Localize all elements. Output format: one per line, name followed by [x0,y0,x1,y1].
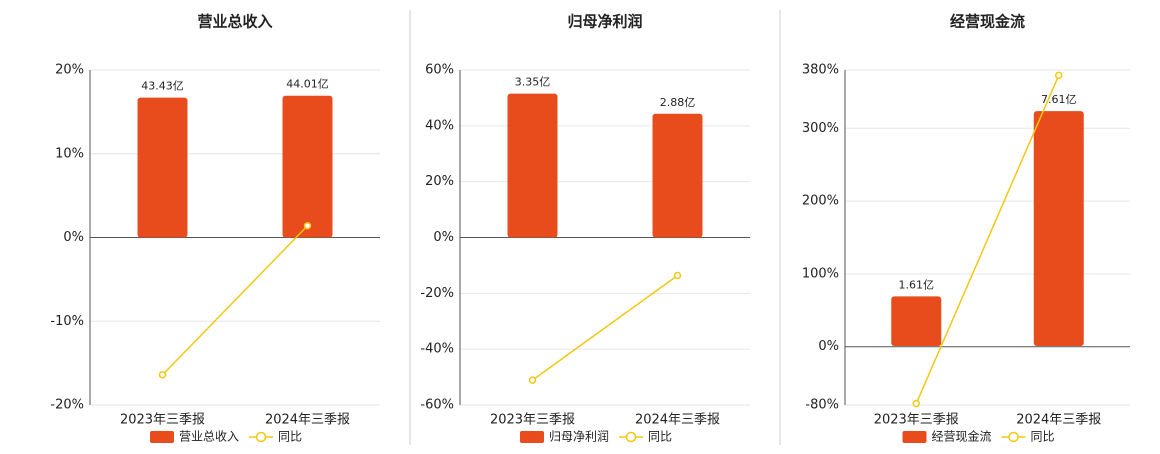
y-tick-label: 10% [55,146,84,161]
chart-title: 营业总收入 [197,13,272,31]
line [532,274,678,381]
legend-swatch [1008,431,1019,443]
line [161,225,309,376]
line [915,75,1060,404]
point [303,222,312,230]
y-tick-label: -60% [420,398,454,413]
bar [282,95,333,238]
value-label: 2.88亿 [660,96,696,109]
legend-swatch [520,431,544,443]
chart-title: 经营现金流 [950,13,1025,31]
y-tick-label: 60% [425,63,454,78]
point [912,399,920,408]
legend-label: 同比 [1031,430,1055,444]
value-label: 3.35亿 [515,76,551,89]
y-tick-label: -80% [805,398,839,413]
legend-label: 经营现金流 [932,429,992,444]
legend-label: 同比 [278,430,302,444]
y-tick-label: 20% [55,63,84,78]
value-label: 1.61亿 [899,278,935,291]
x-tick-label: 2024年三季报 [1016,413,1101,428]
bar [137,97,188,238]
y-tick-label: 0% [433,230,454,245]
bar [507,93,558,238]
y-tick-label: -20% [50,398,84,413]
legend-swatch [255,431,267,443]
legend-swatch [625,431,637,443]
x-tick-label: 2023年三季报 [120,413,205,428]
bar [891,296,942,347]
bar [1033,111,1084,347]
y-tick-label: 0% [63,230,84,245]
legend-label: 同比 [648,430,672,444]
y-tick-label: 0% [818,339,839,354]
value-label: 44.01亿 [286,78,329,91]
y-tick-label: 100% [802,266,839,281]
y-tick-label: 300% [802,121,839,136]
y-tick-label: 20% [425,174,454,189]
x-tick-label: 2024年三季报 [635,413,720,428]
x-tick-label: 2024年三季报 [265,413,350,428]
chart-title: 归母净利润 [567,13,642,31]
x-tick-label: 2023年三季报 [874,413,959,428]
y-tick-label: -10% [50,314,84,329]
bar [652,113,703,238]
y-tick-label: -40% [420,342,454,357]
legend-label: 营业总收入 [179,430,239,444]
point [158,371,167,379]
legend-swatch [902,431,927,443]
y-tick-label: 380% [802,63,839,78]
x-tick-label: 2023年三季报 [490,413,575,428]
y-tick-label: -20% [420,286,454,301]
point [1055,71,1063,80]
point [528,376,537,384]
y-tick-label: 200% [802,194,839,209]
y-tick-label: 40% [425,118,454,133]
legend-swatch [150,431,174,443]
value-label: 43.43亿 [141,80,184,93]
point [673,271,682,280]
legend-label: 归母净利润 [549,430,609,444]
